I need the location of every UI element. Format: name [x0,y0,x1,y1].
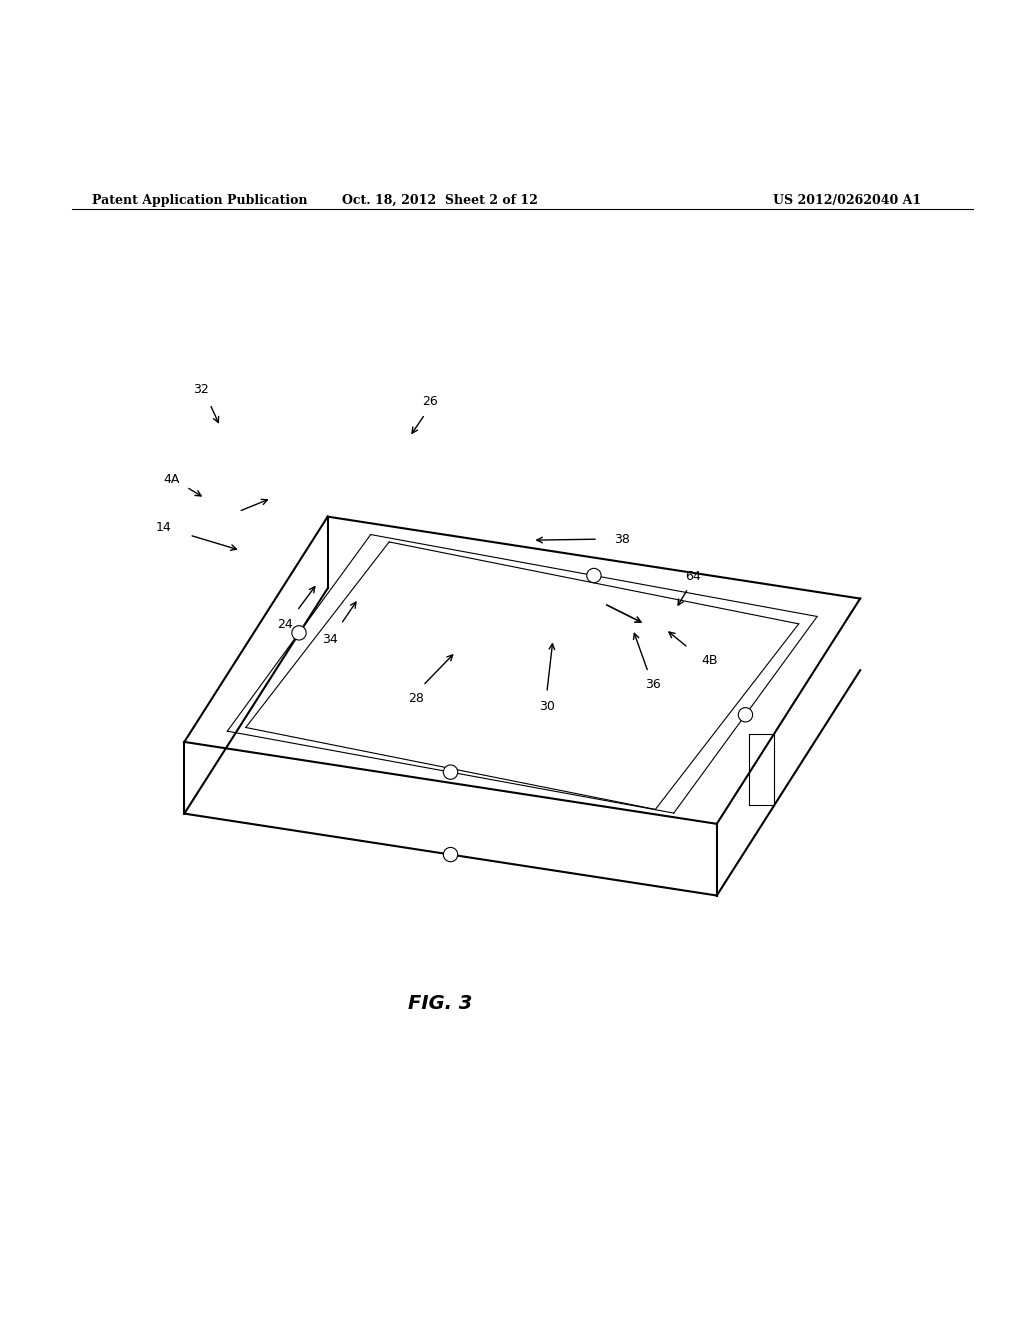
Text: 4B: 4B [701,653,718,667]
Text: 14: 14 [156,521,172,535]
Text: 34: 34 [322,634,338,645]
Circle shape [443,766,458,779]
Text: US 2012/0262040 A1: US 2012/0262040 A1 [773,194,922,207]
Circle shape [587,569,601,582]
Text: 28: 28 [408,693,424,705]
Circle shape [292,626,306,640]
Text: 4A: 4A [164,474,180,486]
Text: Patent Application Publication: Patent Application Publication [92,194,307,207]
Text: 36: 36 [645,678,662,692]
Circle shape [738,708,753,722]
Text: FIG. 3: FIG. 3 [409,994,472,1012]
Text: 30: 30 [539,700,555,713]
Text: 26: 26 [422,396,438,408]
Text: Oct. 18, 2012  Sheet 2 of 12: Oct. 18, 2012 Sheet 2 of 12 [342,194,539,207]
Circle shape [443,847,458,862]
Text: 32: 32 [193,383,209,396]
Text: 64: 64 [685,569,701,582]
Text: 24: 24 [276,618,293,631]
Text: 38: 38 [614,533,631,545]
